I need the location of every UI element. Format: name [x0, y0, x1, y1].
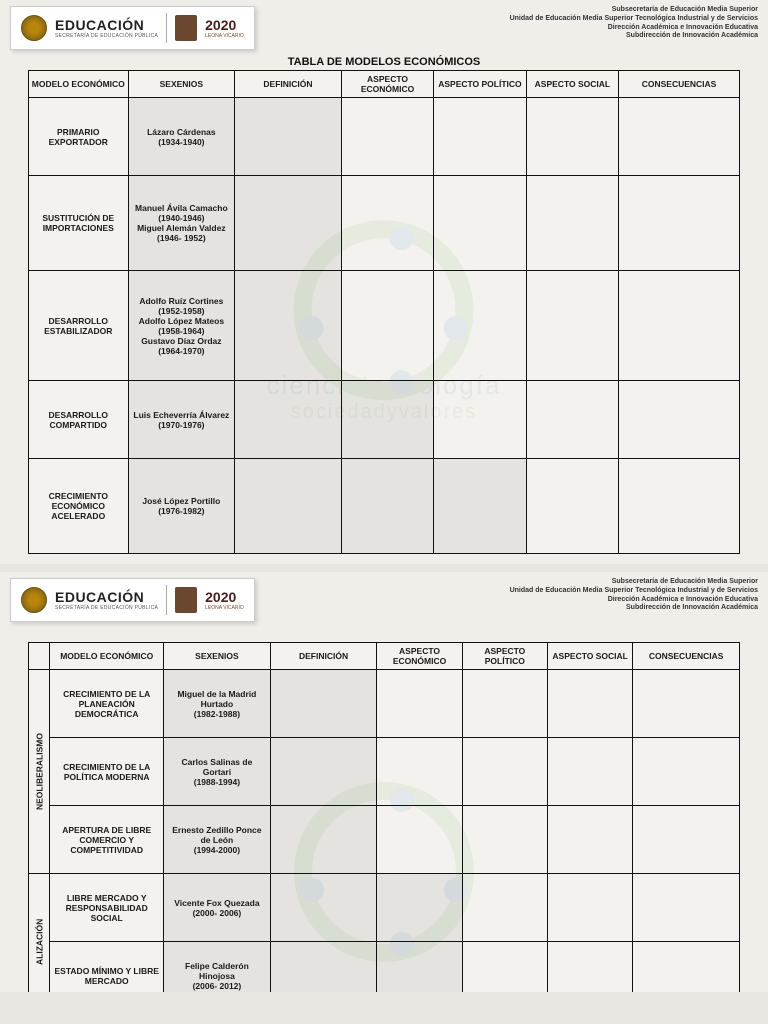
th-model: MODELO ECONÓMICO — [50, 643, 164, 670]
th-soc: ASPECTO SOCIAL — [526, 71, 618, 98]
edu-title: EDUCACIÓN — [55, 17, 158, 33]
portrait-icon — [175, 15, 197, 41]
table-row: ALIZACIÓN LIBRE MERCADO Y RESPONSABILIDA… — [29, 874, 740, 942]
divider — [166, 13, 167, 43]
cell-model: APERTURA DE LIBRE COMERCIO Y COMPETITIVI… — [50, 806, 164, 874]
table-title: TABLA DE MODELOS ECONÓMICOS — [0, 56, 768, 68]
cell-model: PRIMARIO EXPORTADOR — [29, 98, 129, 176]
edu-subtitle: SECRETARÍA DE EDUCACIÓN PÚBLICA — [55, 605, 158, 611]
cell-sex: Luis Echeverría Álvarez (1970-1976) — [128, 381, 235, 459]
cell-sex: Manuel Ávila Camacho (1940-1946) Miguel … — [128, 176, 235, 271]
cell-model: DESARROLLO ESTABILIZADOR — [29, 271, 129, 381]
cell-sex: Lázaro Cárdenas (1934-1940) — [128, 98, 235, 176]
gov-line: Subsecretaría de Educación Media Superio… — [510, 6, 758, 15]
th-definicion: DEFINICIÓN — [270, 643, 377, 670]
table-row: DESARROLLO COMPARTIDO Luis Echeverría Ál… — [29, 381, 740, 459]
edu-subtitle: SECRETARÍA DE EDUCACIÓN PÚBLICA — [55, 33, 158, 39]
gov-line: Dirección Académica e Innovación Educati… — [510, 596, 758, 605]
logo-block: EDUCACIÓN SECRETARÍA DE EDUCACIÓN PÚBLIC… — [10, 6, 255, 50]
th-definicion: DEFINICIÓN — [235, 71, 342, 98]
th-sexenios: SEXENIOS — [164, 643, 271, 670]
cell-model: DESARROLLO COMPARTIDO — [29, 381, 129, 459]
table-row: SUSTITUCIÓN DE IMPORTACIONES Manuel Ávil… — [29, 176, 740, 271]
cell-model: CRECIMIENTO DE LA POLÍTICA MODERNA — [50, 738, 164, 806]
portrait-icon — [175, 587, 197, 613]
table-1: MODELO ECONÓMICO SEXENIOS DEFINICIÓN ASP… — [28, 70, 740, 554]
table-row: CRECIMIENTO DE LA POLÍTICA MODERNA Carlo… — [29, 738, 740, 806]
cell-sex: Ernesto Zedillo Ponce de León (1994-2000… — [164, 806, 271, 874]
cell-model: SUSTITUCIÓN DE IMPORTACIONES — [29, 176, 129, 271]
group-label: ALIZACIÓN — [29, 874, 50, 993]
header: EDUCACIÓN SECRETARÍA DE EDUCACIÓN PÚBLIC… — [0, 0, 768, 54]
th-eco: ASPECTO ECONÓMICO — [377, 643, 462, 670]
gov-line: Subsecretaría de Educación Media Superio… — [510, 578, 758, 587]
logo-block: EDUCACIÓN SECRETARÍA DE EDUCACIÓN PÚBLIC… — [10, 578, 255, 622]
table-row: NEOLIBERALISMO CRECIMIENTO DE LA PLANEAC… — [29, 670, 740, 738]
page-2: EDUCACIÓN SECRETARÍA DE EDUCACIÓN PÚBLIC… — [0, 572, 768, 992]
header: EDUCACIÓN SECRETARÍA DE EDUCACIÓN PÚBLIC… — [0, 572, 768, 626]
table-row: ESTADO MÍNIMO Y LIBRE MERCADO Felipe Cal… — [29, 942, 740, 993]
cell-model: CRECIMIENTO ECONÓMICO ACELERADO — [29, 459, 129, 554]
year-sub: LEONA VICARIO — [205, 33, 244, 39]
gov-text: Subsecretaría de Educación Media Superio… — [510, 578, 758, 613]
table-2: MODELO ECONÓMICO SEXENIOS DEFINICIÓN ASP… — [28, 642, 740, 992]
table-header-row: MODELO ECONÓMICO SEXENIOS DEFINICIÓN ASP… — [29, 643, 740, 670]
gov-line: Unidad de Educación Media Superior Tecno… — [510, 587, 758, 596]
table-row: PRIMARIO EXPORTADOR Lázaro Cárdenas (193… — [29, 98, 740, 176]
cell-sex: Adolfo Ruíz Cortines (1952-1958) Adolfo … — [128, 271, 235, 381]
th-eco: ASPECTO ECONÓMICO — [341, 71, 433, 98]
cell-sex: José López Portillo (1976-1982) — [128, 459, 235, 554]
cell-model: LIBRE MERCADO Y RESPONSABILIDAD SOCIAL — [50, 874, 164, 942]
group-label: NEOLIBERALISMO — [29, 670, 50, 874]
th-cons: CONSECUENCIAS — [619, 71, 740, 98]
gov-seal-icon — [21, 15, 47, 41]
th-model: MODELO ECONÓMICO — [29, 71, 129, 98]
cell-sex: Felipe Calderón Hinojosa (2006- 2012) — [164, 942, 271, 993]
page-1: EDUCACIÓN SECRETARÍA DE EDUCACIÓN PÚBLIC… — [0, 0, 768, 564]
gov-line: Subdirección de Innovación Académica — [510, 32, 758, 41]
divider — [166, 585, 167, 615]
gov-seal-icon — [21, 587, 47, 613]
th-pol: ASPECTO POLÍTICO — [434, 71, 526, 98]
table-header-row: MODELO ECONÓMICO SEXENIOS DEFINICIÓN ASP… — [29, 71, 740, 98]
cell-sex: Miguel de la Madrid Hurtado (1982-1988) — [164, 670, 271, 738]
gov-line: Dirección Académica e Innovación Educati… — [510, 24, 758, 33]
cell-sex: Vicente Fox Quezada (2000- 2006) — [164, 874, 271, 942]
year-sub: LEONA VICARIO — [205, 605, 244, 611]
year: 2020 — [205, 589, 244, 605]
cell-sex: Carlos Salinas de Gortari (1988-1994) — [164, 738, 271, 806]
table-row: APERTURA DE LIBRE COMERCIO Y COMPETITIVI… — [29, 806, 740, 874]
th-soc: ASPECTO SOCIAL — [547, 643, 632, 670]
table-row: CRECIMIENTO ECONÓMICO ACELERADO José Lóp… — [29, 459, 740, 554]
th-pol: ASPECTO POLÍTICO — [462, 643, 547, 670]
gov-line: Subdirección de Innovación Académica — [510, 604, 758, 613]
th-cons: CONSECUENCIAS — [633, 643, 740, 670]
edu-title: EDUCACIÓN — [55, 589, 158, 605]
year: 2020 — [205, 17, 244, 33]
gov-text: Subsecretaría de Educación Media Superio… — [510, 6, 758, 41]
cell-model: ESTADO MÍNIMO Y LIBRE MERCADO — [50, 942, 164, 993]
th-sexenios: SEXENIOS — [128, 71, 235, 98]
gov-line: Unidad de Educación Media Superior Tecno… — [510, 15, 758, 24]
cell-model: CRECIMIENTO DE LA PLANEACIÓN DEMOCRÁTICA — [50, 670, 164, 738]
table-row: DESARROLLO ESTABILIZADOR Adolfo Ruíz Cor… — [29, 271, 740, 381]
